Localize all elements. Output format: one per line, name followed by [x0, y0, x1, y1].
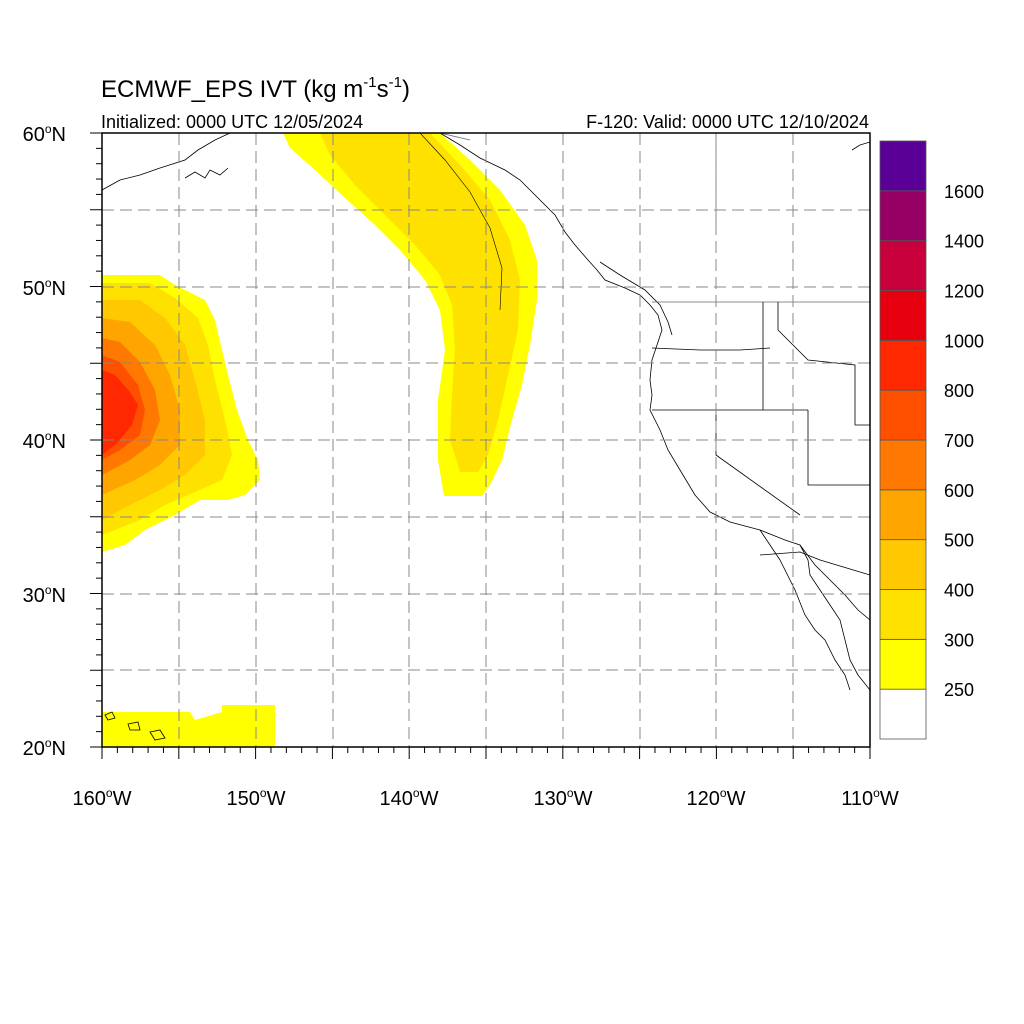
- initialized-subtitle: Initialized: 0000 UTC 12/05/2024: [101, 112, 363, 132]
- coastline-hawaii-main: [104, 711, 166, 741]
- ivt-blob-west-1000: [102, 370, 138, 455]
- colorbar-label: 1000: [944, 331, 984, 351]
- colorbar-label: 1400: [944, 232, 984, 252]
- lon-label-110: 110oW: [841, 786, 899, 810]
- coastline-hudson-corner: [851, 141, 870, 151]
- border-ca-nv: [715, 410, 801, 516]
- chart-title: ECMWF_EPS IVT (kg m-1s-1): [101, 74, 410, 103]
- colorbar-swatch: [879, 539, 927, 590]
- longitude-labels: 160oW 150oW 140oW 130oW 120oW 110oW: [73, 786, 899, 810]
- colorbar-label: 400: [944, 581, 974, 601]
- border-nv-ut: [807, 410, 870, 486]
- coastline-alaska-islands: [184, 167, 229, 179]
- colorbar-swatch: [879, 688, 927, 740]
- axis-ticks: [90, 132, 871, 759]
- lat-label-60: 60oN: [23, 122, 66, 146]
- lat-label-50: 50oN: [23, 276, 66, 300]
- colorbar-label: 300: [944, 630, 974, 650]
- colorbar-swatch: [879, 190, 927, 242]
- colorbar-label: 700: [944, 431, 974, 451]
- lat-label-30: 30oN: [23, 583, 66, 607]
- lon-label-120: 120oW: [687, 786, 746, 810]
- lat-label-20: 20oN: [23, 736, 66, 760]
- colorbar-label: 1200: [944, 282, 984, 302]
- border-az-mx: [759, 551, 870, 576]
- lon-label-130: 130oW: [534, 786, 593, 810]
- colorbar-swatch: [879, 290, 927, 341]
- ivt-shading: [102, 133, 537, 747]
- colorbar-swatch: [879, 339, 927, 391]
- colorbar-swatch: [879, 589, 927, 640]
- colorbar-label: 500: [944, 531, 974, 551]
- coastline-alaska-bc: [102, 133, 870, 691]
- lon-label-160: 160oW: [73, 786, 132, 810]
- coastline-gulf-california: [799, 544, 870, 621]
- ivt-band-east-400: [320, 133, 520, 472]
- ivt-outline-east: [345, 133, 503, 311]
- graticule: [102, 133, 870, 747]
- coastline-vancouver-island: [599, 261, 673, 336]
- valid-subtitle: F-120: Valid: 0000 UTC 12/10/2024: [586, 112, 869, 132]
- colorbar: [879, 140, 927, 740]
- lon-label-140: 140oW: [380, 786, 439, 810]
- colorbar-swatch: [879, 140, 927, 192]
- ivt-hawaii-300: [102, 705, 275, 747]
- colorbar-swatch: [879, 638, 927, 690]
- lat-label-40: 40oN: [23, 429, 66, 453]
- colorbar-label: 1600: [944, 182, 984, 202]
- colorbar-label: 600: [944, 481, 974, 501]
- colorbar-labels: 250 300 400 500 600 700 800 1000 1200 1400 1600: [944, 182, 984, 700]
- colorbar-label: 250: [944, 680, 974, 700]
- colorbar-swatch: [879, 240, 927, 291]
- lon-label-150: 150oW: [227, 786, 286, 810]
- latitude-labels: 60oN 50oN 40oN 30oN 20oN: [23, 122, 66, 760]
- colorbar-swatch: [879, 489, 927, 541]
- colorbar-swatch: [879, 389, 927, 441]
- border-wa-or: [651, 347, 771, 351]
- colorbar-label: 800: [944, 381, 974, 401]
- colorbar-swatch: [879, 439, 927, 491]
